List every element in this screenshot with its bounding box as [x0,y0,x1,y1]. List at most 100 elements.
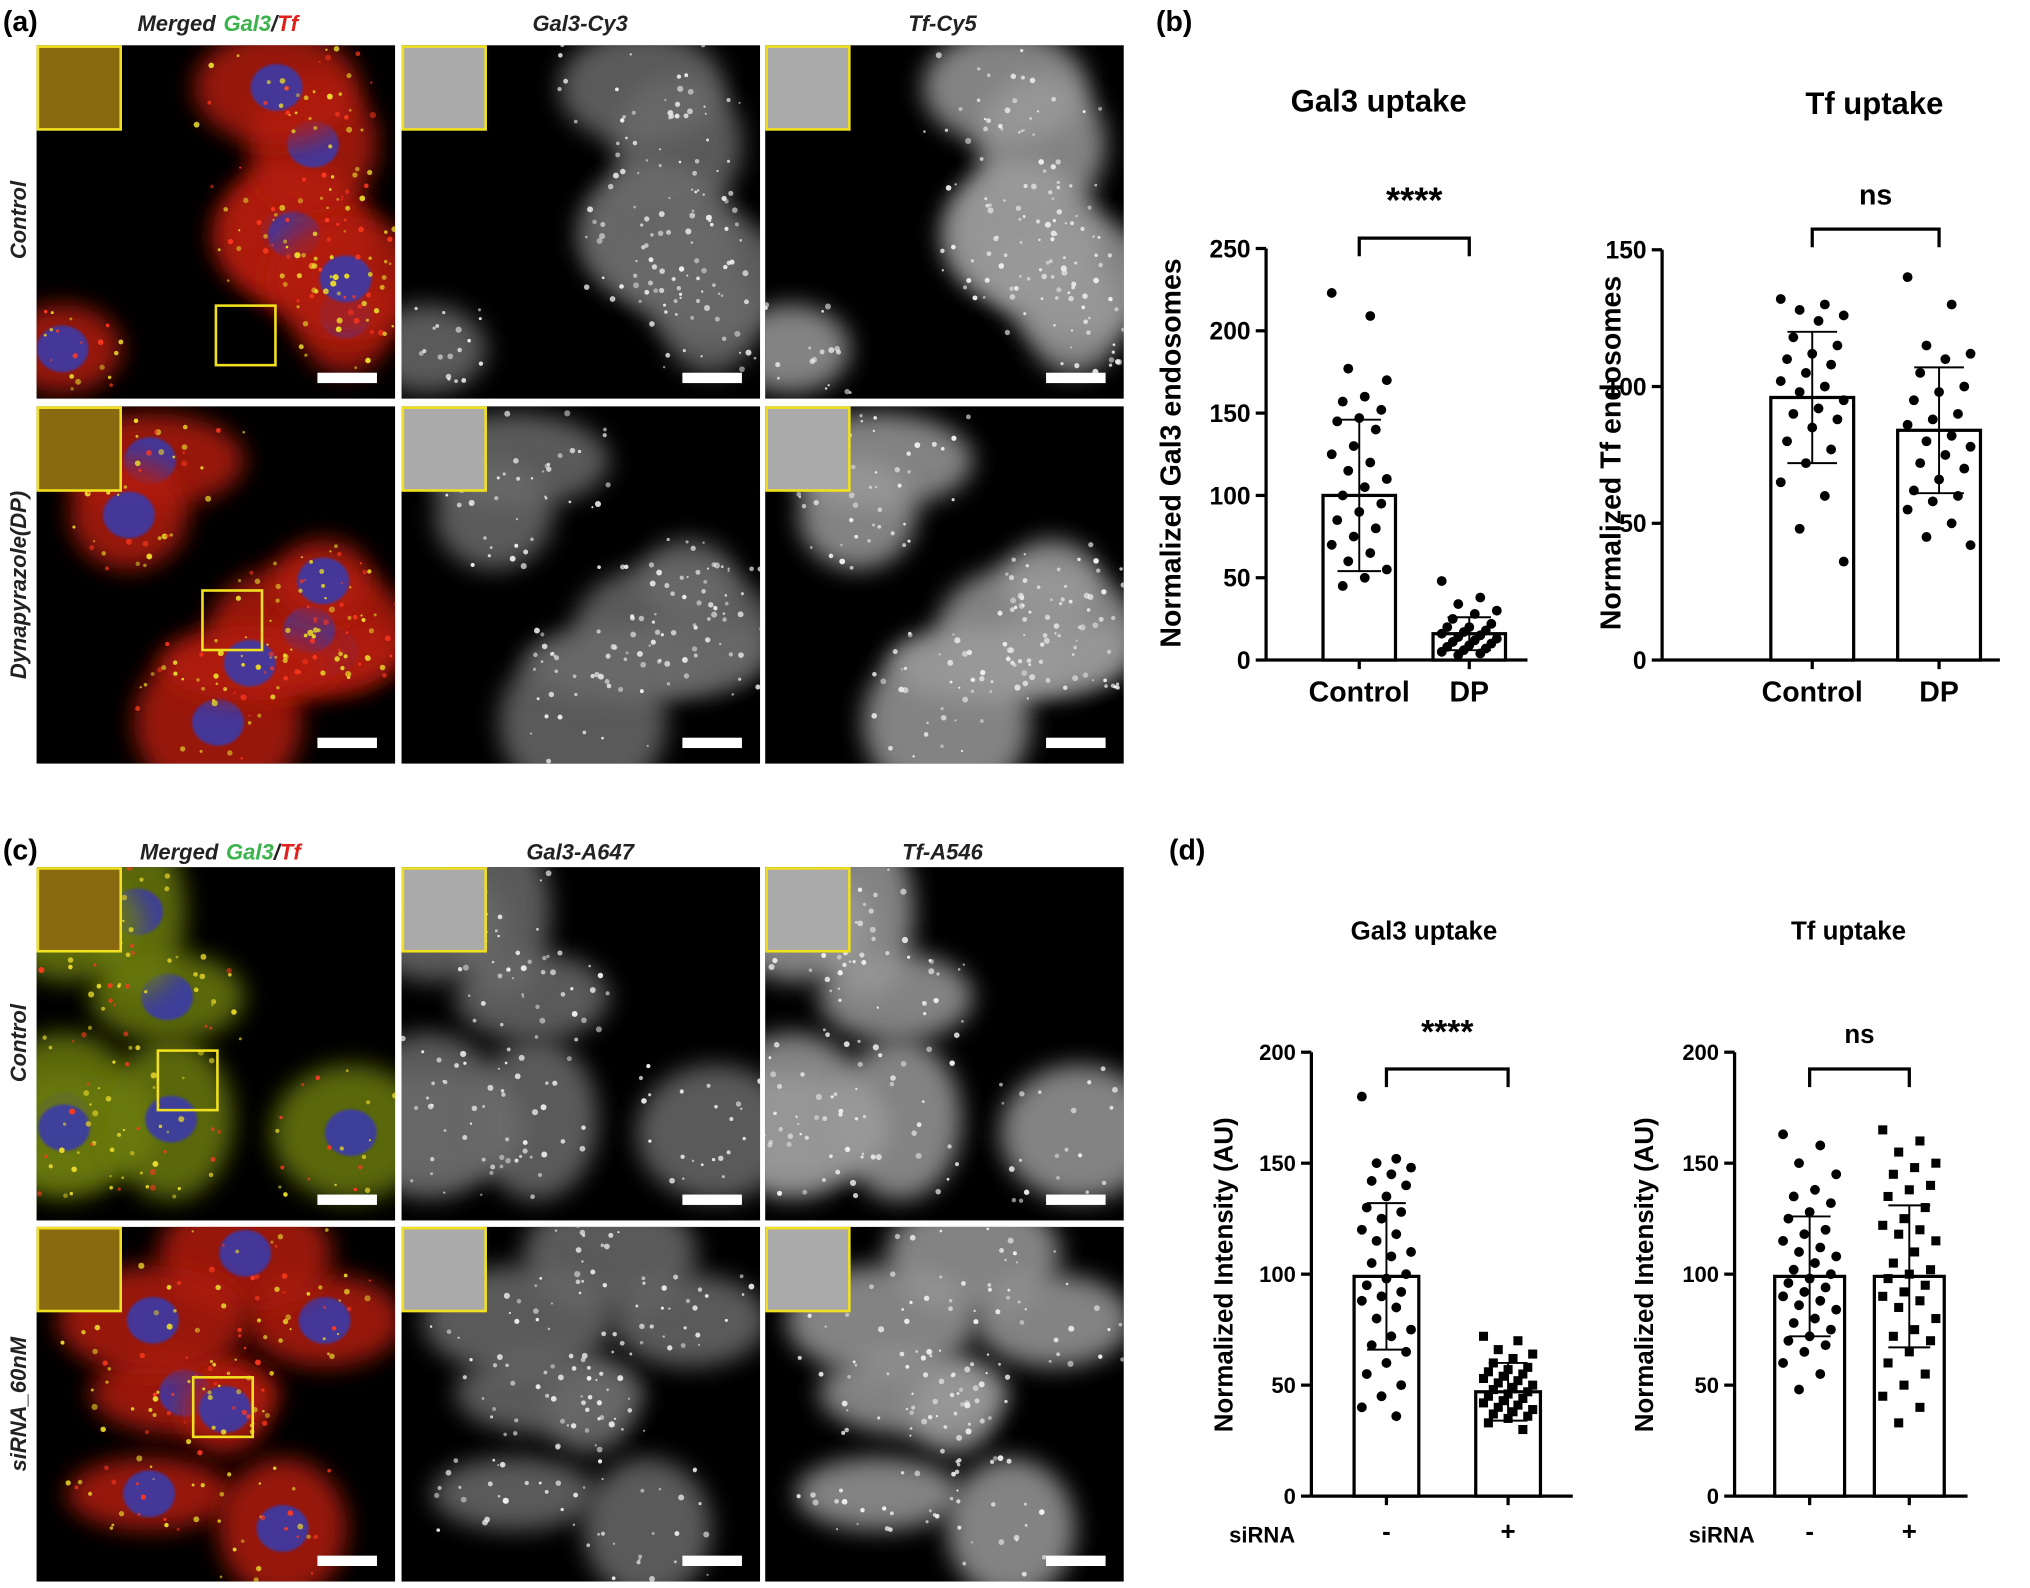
speckle [1021,670,1028,676]
speckle [144,1430,150,1435]
speckle [726,159,731,163]
speckle [38,966,45,973]
speckle [379,664,386,671]
speckle [947,659,954,666]
speckle [737,677,742,681]
speckle [339,1146,344,1151]
speckle [835,1528,839,1531]
speckle [532,667,537,671]
speckle [37,1191,42,1197]
speckle [605,653,611,659]
y-tick-label: 100 [1259,1262,1296,1287]
speckle [1040,297,1044,300]
speckle [923,1012,927,1016]
speckle [545,1393,550,1398]
speckle [953,1032,960,1038]
data-point [1498,1396,1508,1406]
speckle [859,952,865,958]
data-point [1915,1225,1925,1235]
speckle [678,1494,685,1501]
speckle [600,222,606,227]
speckle [201,686,206,691]
speckle [729,259,735,265]
data-point [1488,1385,1498,1395]
speckle [227,1472,232,1477]
speckle [458,1485,462,1489]
speckle [125,983,131,989]
speckle [1103,678,1107,683]
speckle [314,289,319,294]
data-point [1528,1405,1538,1415]
x-tick-label: + [1902,1518,1917,1546]
speckle [1015,1539,1018,1542]
data-point [1359,482,1370,493]
speckle [355,166,360,172]
speckle [97,339,104,346]
speckle [117,1187,121,1191]
speckle [321,583,326,588]
speckle [926,721,929,725]
speckle [965,1428,972,1435]
speckle [1068,295,1074,302]
speckle [1006,1458,1012,1464]
speckle [503,1292,510,1299]
speckle [703,1531,710,1538]
speckle [899,1351,905,1357]
speckle [529,732,533,735]
speckle [673,1560,677,1564]
speckle [254,1295,260,1301]
speckle [649,580,656,587]
speckle [859,414,863,418]
speckle [586,1375,592,1381]
speckle [348,108,352,112]
y-axis-label: Normalized Gal3 endosomes [1156,258,1188,647]
speckle [598,797,604,803]
speckle [497,1067,501,1070]
speckle [268,651,274,657]
data-point [1401,1180,1412,1191]
data-point [1376,404,1387,415]
speckle [552,1080,558,1086]
speckle [597,1532,601,1536]
speckle [967,1422,971,1426]
data-point [1356,1091,1367,1102]
speckle [200,466,204,470]
speckle [861,959,867,965]
speckle [860,1507,865,1513]
speckle [1060,597,1065,602]
speckle [550,1302,554,1305]
speckle [633,282,639,289]
speckle [690,315,695,320]
speckle [427,1103,434,1110]
speckle [577,780,581,784]
data-point [1488,1409,1498,1419]
speckle [107,983,113,989]
speckle [48,1164,53,1169]
speckle [322,288,329,295]
speckle [873,892,878,898]
speckle [319,196,324,200]
speckle [568,500,572,504]
speckle [564,410,571,417]
nucleus [192,699,244,746]
data-point [1810,1184,1820,1195]
speckle [554,1229,558,1232]
speckle [304,353,308,357]
speckle [113,1003,116,1007]
data-point [1926,1336,1936,1346]
speckle [1023,1502,1027,1506]
speckle [1107,253,1113,258]
speckle [1038,1090,1042,1094]
speckle [658,1487,662,1491]
nucleus [319,255,372,303]
speckle [799,1132,802,1136]
speckle [951,244,956,250]
speckle [199,749,203,753]
speckle [1015,205,1022,211]
speckle [1055,159,1061,165]
speckle [334,1183,337,1187]
speckle [285,110,291,116]
speckle [206,41,208,43]
data-point [1915,1402,1925,1412]
speckle [200,1483,205,1488]
